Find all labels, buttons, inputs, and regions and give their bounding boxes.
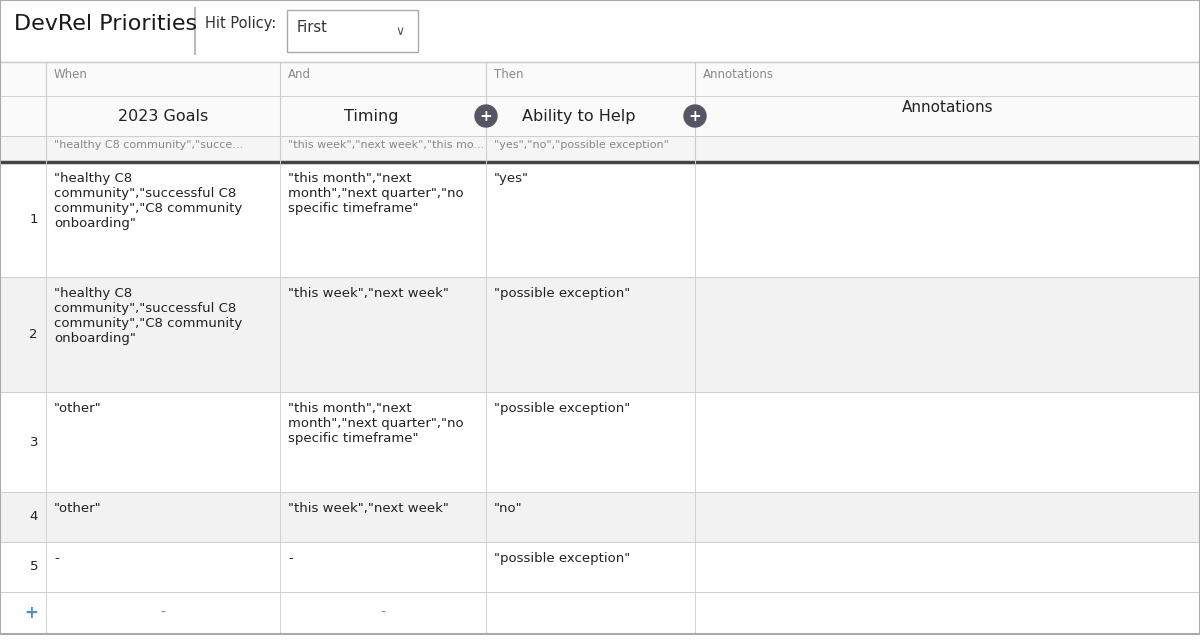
- Text: "healthy C8
community","successful C8
community","C8 community
onboarding": "healthy C8 community","successful C8 co…: [54, 287, 242, 345]
- Text: 1: 1: [30, 213, 38, 226]
- Text: Annotations: Annotations: [703, 68, 774, 81]
- Text: ∨: ∨: [396, 24, 404, 37]
- Text: When: When: [54, 68, 88, 81]
- Text: "this week","next week": "this week","next week": [288, 287, 449, 300]
- Text: Timing: Timing: [343, 108, 398, 124]
- Text: "this month","next
month","next quarter","no
specific timeframe": "this month","next month","next quarter"…: [288, 172, 463, 215]
- Text: 4: 4: [30, 511, 38, 524]
- Text: Hit Policy:: Hit Policy:: [205, 16, 276, 31]
- Bar: [0, 592, 1200, 634]
- Text: "possible exception": "possible exception": [494, 402, 630, 415]
- Text: "yes": "yes": [494, 172, 529, 185]
- Bar: [287, 10, 418, 52]
- Circle shape: [475, 105, 497, 127]
- Text: "no": "no": [494, 502, 523, 515]
- Text: DevRel Priorities: DevRel Priorities: [14, 14, 197, 34]
- Text: "other": "other": [54, 402, 102, 415]
- Bar: [0, 0, 1200, 62]
- Text: +: +: [480, 108, 492, 124]
- Bar: [0, 162, 1200, 277]
- Text: And: And: [288, 68, 311, 81]
- Text: "other": "other": [54, 502, 102, 515]
- Text: "healthy C8 community","succe...: "healthy C8 community","succe...: [54, 140, 244, 150]
- Text: "this week","next week","this mo...: "this week","next week","this mo...: [288, 140, 485, 150]
- Text: -: -: [288, 552, 293, 565]
- Text: -: -: [54, 552, 59, 565]
- Text: 5: 5: [30, 560, 38, 574]
- Bar: [0, 392, 1200, 492]
- Bar: [0, 492, 1200, 542]
- Text: "possible exception": "possible exception": [494, 287, 630, 300]
- Text: "this month","next
month","next quarter","no
specific timeframe": "this month","next month","next quarter"…: [288, 402, 463, 445]
- Text: Ability to Help: Ability to Help: [522, 108, 635, 124]
- Text: 3: 3: [30, 435, 38, 448]
- Text: 2: 2: [30, 328, 38, 341]
- Circle shape: [684, 105, 706, 127]
- Text: +: +: [24, 604, 38, 622]
- Bar: [0, 277, 1200, 392]
- Text: First: First: [298, 20, 328, 35]
- Text: "yes","no","possible exception": "yes","no","possible exception": [494, 140, 668, 150]
- Text: "this week","next week": "this week","next week": [288, 502, 449, 515]
- Text: 2023 Goals: 2023 Goals: [118, 108, 208, 124]
- Text: Annotations: Annotations: [901, 100, 994, 115]
- Bar: [0, 136, 1200, 162]
- Text: +: +: [689, 108, 701, 124]
- Text: -: -: [380, 606, 385, 620]
- Bar: [0, 542, 1200, 592]
- Text: -: -: [161, 606, 166, 620]
- Text: "possible exception": "possible exception": [494, 552, 630, 565]
- Text: "healthy C8
community","successful C8
community","C8 community
onboarding": "healthy C8 community","successful C8 co…: [54, 172, 242, 230]
- Bar: [0, 62, 1200, 162]
- Text: Then: Then: [494, 68, 523, 81]
